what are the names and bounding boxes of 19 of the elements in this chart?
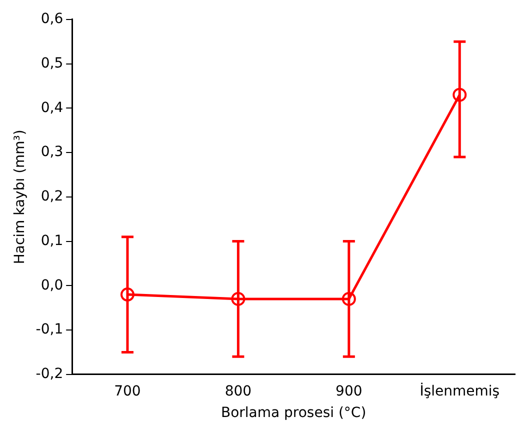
y-tick-label: 0,4 <box>40 100 64 116</box>
point <box>342 292 356 306</box>
point <box>231 292 246 306</box>
x-tick-label: 900 <box>336 383 362 400</box>
x-axis-title: Borlama prosesi (°C) <box>220 405 366 422</box>
y-tick-label: 0,1 <box>40 232 64 249</box>
y-tick-label: 0,3 <box>40 144 64 160</box>
y-tick-label: -0,1 <box>36 322 64 338</box>
y-tick-label: 0,6 <box>40 11 64 28</box>
y-tick-label: 0,2 <box>40 188 64 205</box>
y-tick-label: 0,5 <box>40 55 64 72</box>
point <box>120 288 134 302</box>
x-tick-label: 800 <box>224 383 252 400</box>
y-tick-label: -0,2 <box>36 366 64 382</box>
x-tick-label: İşlenmemiş <box>420 382 500 400</box>
x-tick-label: 700 <box>114 383 141 400</box>
y-tick-label: 0,0 <box>40 277 64 294</box>
point <box>452 88 467 102</box>
y-axis-title: Hacim kaybı (mm³) <box>12 130 28 264</box>
